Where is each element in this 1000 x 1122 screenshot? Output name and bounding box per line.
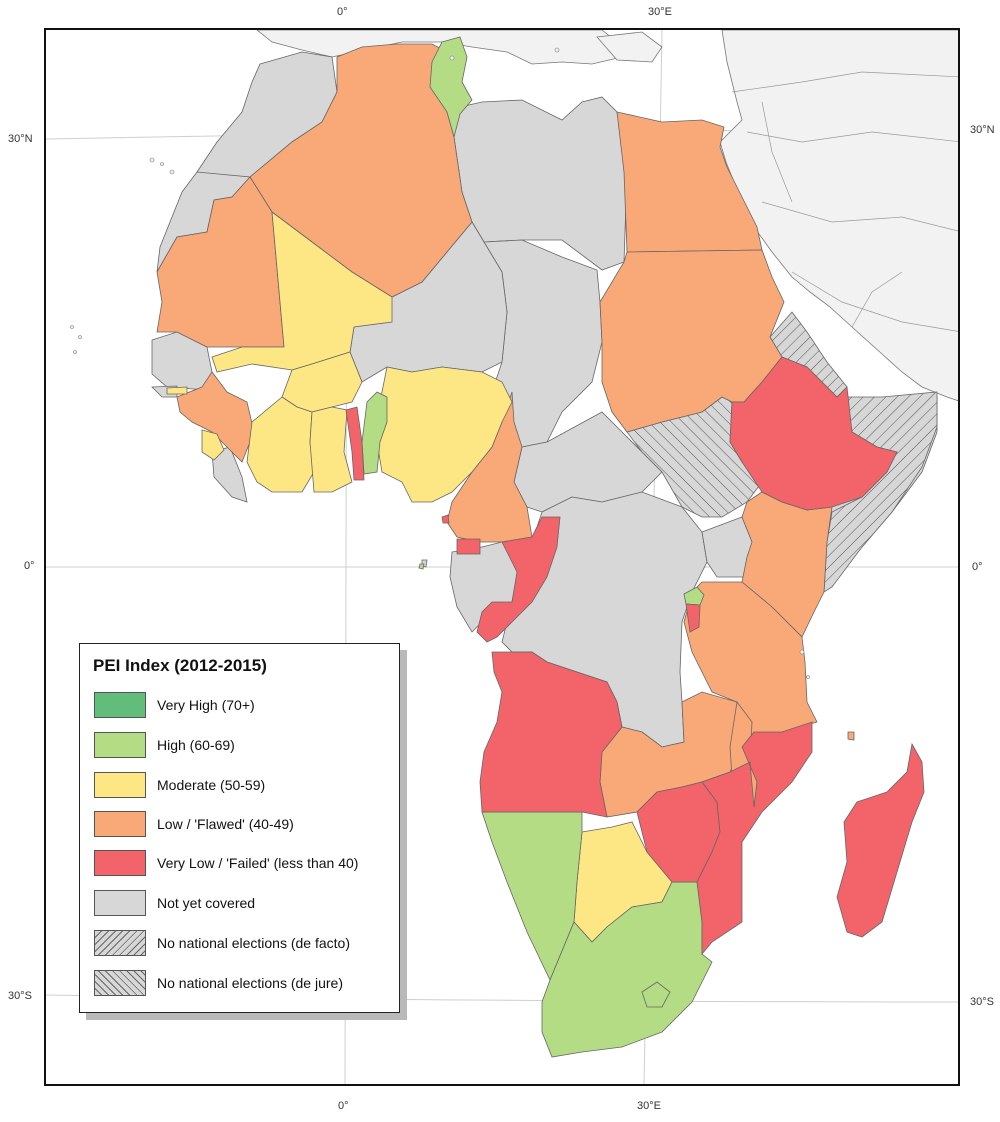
legend-swatch-de-facto: [94, 930, 146, 956]
legend-swatch-de-jure: [94, 970, 146, 996]
legend-label-high: High (60-69): [157, 737, 235, 753]
outside-borders: [731, 71, 958, 332]
lat-label-0-right: 0°: [972, 561, 983, 573]
legend-label-low: Low / 'Flawed' (40-49): [157, 816, 294, 832]
legend-label-not-covered: Not yet covered: [157, 895, 256, 911]
legend-label-very-high: Very High (70+): [157, 697, 255, 713]
legend-label-moderate: Moderate (50-59): [157, 777, 266, 793]
countries-moderate: [166, 211, 673, 943]
countries-low: [156, 43, 855, 958]
lat-label-30n-left: 30°N: [8, 133, 33, 145]
legend-swatch-not-covered: [94, 890, 146, 916]
lat-label-30s-right: 30°S: [970, 996, 994, 1008]
countries-not-covered: [151, 51, 938, 748]
legend-swatch-moderate: [94, 772, 146, 798]
lat-label-0-left: 0°: [24, 560, 35, 572]
lat-label-30s-left: 30°S: [8, 990, 32, 1002]
lon-label-30e-bottom: 30°E: [637, 1100, 661, 1112]
legend-label-very-low: Very Low / 'Failed' (less than 40): [157, 855, 359, 871]
africa-map: [46, 30, 958, 1084]
islands: [70, 47, 810, 679]
countries-high: [361, 36, 713, 1058]
legend-swatch-very-low: [94, 850, 146, 876]
lat-label-30n-right: 30°N: [970, 124, 995, 136]
legend-swatch-low: [94, 811, 146, 837]
map-frame: [44, 28, 960, 1086]
legend: PEI Index (2012-2015) Very High (70+) Hi…: [79, 643, 400, 1013]
legend-label-de-jure: No national elections (de jure): [157, 975, 343, 991]
lon-label-0-bottom: 0°: [338, 1100, 349, 1112]
lesotho: [641, 981, 671, 1008]
legend-swatch-high: [94, 732, 146, 758]
lon-label-30e-top: 30°E: [648, 6, 672, 18]
legend-label-de-facto: No national elections (de facto): [157, 935, 350, 951]
outside-region: [256, 30, 958, 402]
legend-title: PEI Index (2012-2015): [93, 656, 267, 675]
legend-swatch-very-high: [94, 692, 146, 718]
lon-label-0-top: 0°: [337, 6, 348, 18]
countries-very-low: [345, 356, 925, 956]
